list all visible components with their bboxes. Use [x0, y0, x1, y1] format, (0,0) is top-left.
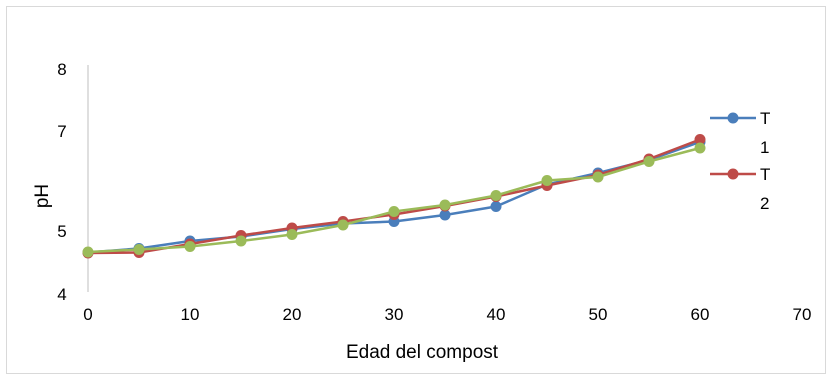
- x-tick-label: 70: [793, 305, 812, 324]
- data-point: [490, 190, 502, 201]
- legend-label: 2: [760, 194, 769, 213]
- x-tick-label: 50: [589, 305, 608, 324]
- x-tick-label: 40: [487, 305, 506, 324]
- series-line: [87, 140, 701, 254]
- axes: 0 10 20 30 40 50 60 70 4 5 7 8: [57, 60, 811, 324]
- y-tick-label: 5: [57, 222, 66, 241]
- legend-label: T: [760, 109, 770, 128]
- series-line: [87, 138, 701, 255]
- x-tick-label: 20: [283, 305, 302, 324]
- y-tick-label: 8: [57, 60, 66, 79]
- data-point: [694, 134, 706, 145]
- series-2: [82, 134, 706, 259]
- x-tick-label: 10: [181, 305, 200, 324]
- x-tick-label: 0: [83, 305, 92, 324]
- data-point: [439, 199, 451, 211]
- data-point: [235, 235, 247, 247]
- data-point: [337, 219, 349, 231]
- x-axis-title: Edad del compost: [346, 342, 499, 363]
- legend-entry-2: T2: [710, 165, 770, 213]
- data-point: [133, 244, 145, 255]
- series-layer: [82, 134, 706, 259]
- y-axis-title: pH: [32, 184, 53, 208]
- data-point: [439, 209, 451, 221]
- legend-label: T: [760, 165, 770, 184]
- y-tick-label: 4: [57, 285, 66, 304]
- data-point: [82, 246, 94, 258]
- chart-frame: [6, 6, 826, 374]
- y-tick-label: 7: [57, 122, 66, 141]
- legend-label: 1: [760, 138, 769, 157]
- data-point: [388, 206, 400, 217]
- series-line: [87, 146, 701, 254]
- data-point: [592, 171, 604, 183]
- data-point: [490, 201, 502, 212]
- data-point: [286, 229, 298, 240]
- data-point: [184, 241, 196, 252]
- legend-swatch-marker: [727, 112, 739, 124]
- legend-swatch-marker: [727, 168, 739, 180]
- data-point: [643, 156, 655, 167]
- series-3: [82, 142, 706, 258]
- series-1: [82, 136, 706, 258]
- legend-entry-1: T1: [710, 109, 770, 157]
- x-tick-label: 30: [385, 305, 404, 324]
- data-point: [694, 142, 706, 154]
- data-point: [541, 175, 553, 186]
- x-tick-label: 60: [691, 305, 710, 324]
